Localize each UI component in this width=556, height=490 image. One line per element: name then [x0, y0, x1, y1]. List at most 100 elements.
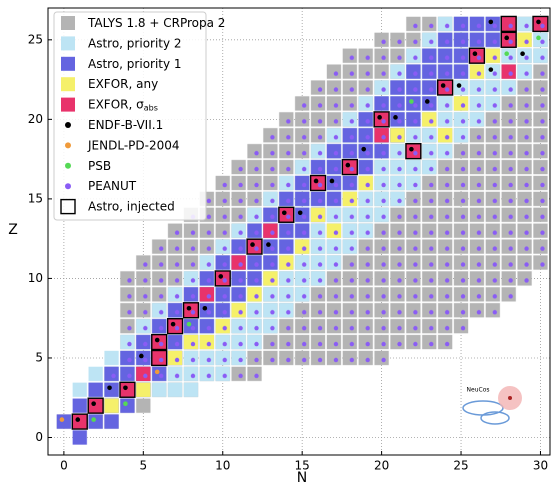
- legend-text: Astro, priority 1: [88, 56, 182, 70]
- dot: [123, 401, 128, 406]
- outline-cell: [500, 15, 517, 33]
- dot-row: [214, 175, 549, 191]
- outline-cell: [182, 302, 200, 319]
- legend-text: Astro, injected: [88, 199, 175, 213]
- cell: [88, 398, 103, 413]
- legend-label: EXFOR, σabs: [88, 97, 158, 112]
- dot: [107, 385, 112, 391]
- dot-row: [103, 365, 263, 382]
- legend-label: EXFOR, any: [88, 77, 158, 91]
- legend: TALYS 1.8 + CRPropa 2 Astro, priority 2 As…: [53, 11, 225, 221]
- cell-row: [71, 429, 88, 446]
- legend-text: PEANUT: [88, 179, 137, 193]
- legend-swatch: [60, 198, 76, 215]
- legend-label: ENDF-B-VII.1: [88, 118, 163, 132]
- logo: NeuCos: [462, 386, 522, 425]
- cell: [136, 382, 151, 397]
- outline-cell: [166, 317, 184, 335]
- y-tick-label: 5: [35, 350, 43, 364]
- outline-cell: [468, 47, 486, 64]
- dot-row: [310, 79, 549, 96]
- legend-swatch: [61, 16, 75, 30]
- x-tick-label: 15: [295, 459, 310, 473]
- legend-swatch: [61, 97, 75, 112]
- legend-label: TALYS 1.8 + CRPropa 2: [87, 16, 225, 30]
- dot-row: [341, 47, 549, 64]
- outline-cell: [71, 413, 88, 430]
- dot-row: [119, 350, 390, 366]
- y-tick-label: 0: [35, 430, 43, 444]
- outline-cell: [341, 158, 358, 176]
- legend-text: ENDF-B-VII.1: [88, 118, 163, 132]
- legend-label: Astro, priority 1: [88, 56, 182, 70]
- outline-cell: [437, 79, 454, 96]
- dot: [75, 417, 81, 422]
- outline-cell: [373, 111, 390, 128]
- legend-label: Astro, priority 2: [88, 36, 182, 50]
- outline-cell: [87, 397, 104, 414]
- dot-row: [230, 159, 549, 176]
- legend-swatch: [65, 122, 71, 128]
- dot-row: [294, 95, 549, 112]
- dot: [91, 417, 96, 422]
- y-tick-label: 10: [28, 271, 43, 285]
- y-tick-label: 20: [28, 112, 43, 126]
- plot-border: [47, 7, 551, 456]
- legend-text: Astro, priority 2: [88, 36, 182, 50]
- legend-swatch: [61, 36, 75, 51]
- dot-row: [119, 334, 454, 351]
- x-tick-label: 5: [139, 459, 147, 473]
- x-tick-label: 20: [374, 459, 389, 473]
- logo-shape: [508, 396, 512, 400]
- legend-text: PSB: [88, 158, 111, 172]
- x-tick-label: 25: [453, 459, 468, 473]
- legend-label: PSB: [88, 158, 111, 172]
- legend-text: EXFOR, σ: [88, 97, 144, 111]
- legend-swatch: [61, 56, 75, 71]
- outline-cell: [119, 381, 136, 398]
- outline-cell: [278, 206, 295, 223]
- dot-row: [246, 143, 549, 160]
- cells: [55, 15, 549, 446]
- outline-cell: [151, 333, 168, 351]
- outline-cell: [405, 143, 422, 160]
- y-tick-label: 15: [28, 191, 43, 205]
- dot-row: [135, 254, 549, 271]
- legend-label: PEANUT: [88, 179, 137, 193]
- dot-row: [326, 63, 549, 80]
- dot-row: [198, 190, 549, 207]
- legend-swatch: [65, 142, 71, 149]
- plot-area: [47, 7, 551, 456]
- outline-cell: [532, 15, 549, 33]
- dot-row: [373, 31, 549, 48]
- cell: [104, 398, 119, 413]
- legend-text: TALYS 1.8 + CRPropa 2: [87, 16, 225, 30]
- logo-shape: [480, 411, 510, 425]
- legend-box: [53, 11, 207, 221]
- dot-row: [119, 302, 501, 319]
- y-tick-label: 25: [28, 32, 43, 46]
- x-tick-label: 0: [60, 459, 68, 473]
- x-tick-label: 30: [533, 459, 548, 473]
- dot: [59, 417, 65, 422]
- dot-row: [405, 15, 549, 32]
- dot-row: [119, 286, 517, 303]
- dot: [123, 385, 128, 391]
- legend-subscript: abs: [144, 103, 158, 112]
- dot-row: [151, 238, 549, 255]
- dot-row: [183, 206, 549, 223]
- legend-text: EXFOR, any: [88, 77, 158, 91]
- legend-label: JENDL-PD-2004: [87, 138, 180, 152]
- outline-cell: [246, 238, 263, 255]
- x-tick-label: 10: [215, 459, 230, 473]
- legend-label: Astro, injected: [88, 199, 175, 213]
- outline-cell: [500, 31, 517, 48]
- logo-text: NeuCos: [467, 387, 490, 394]
- cell: [120, 382, 135, 397]
- x-axis-label: N: [297, 470, 307, 486]
- dot-row: [278, 111, 549, 128]
- outline-cell: [151, 349, 168, 367]
- dot: [91, 401, 96, 406]
- legend-swatch: [61, 77, 75, 92]
